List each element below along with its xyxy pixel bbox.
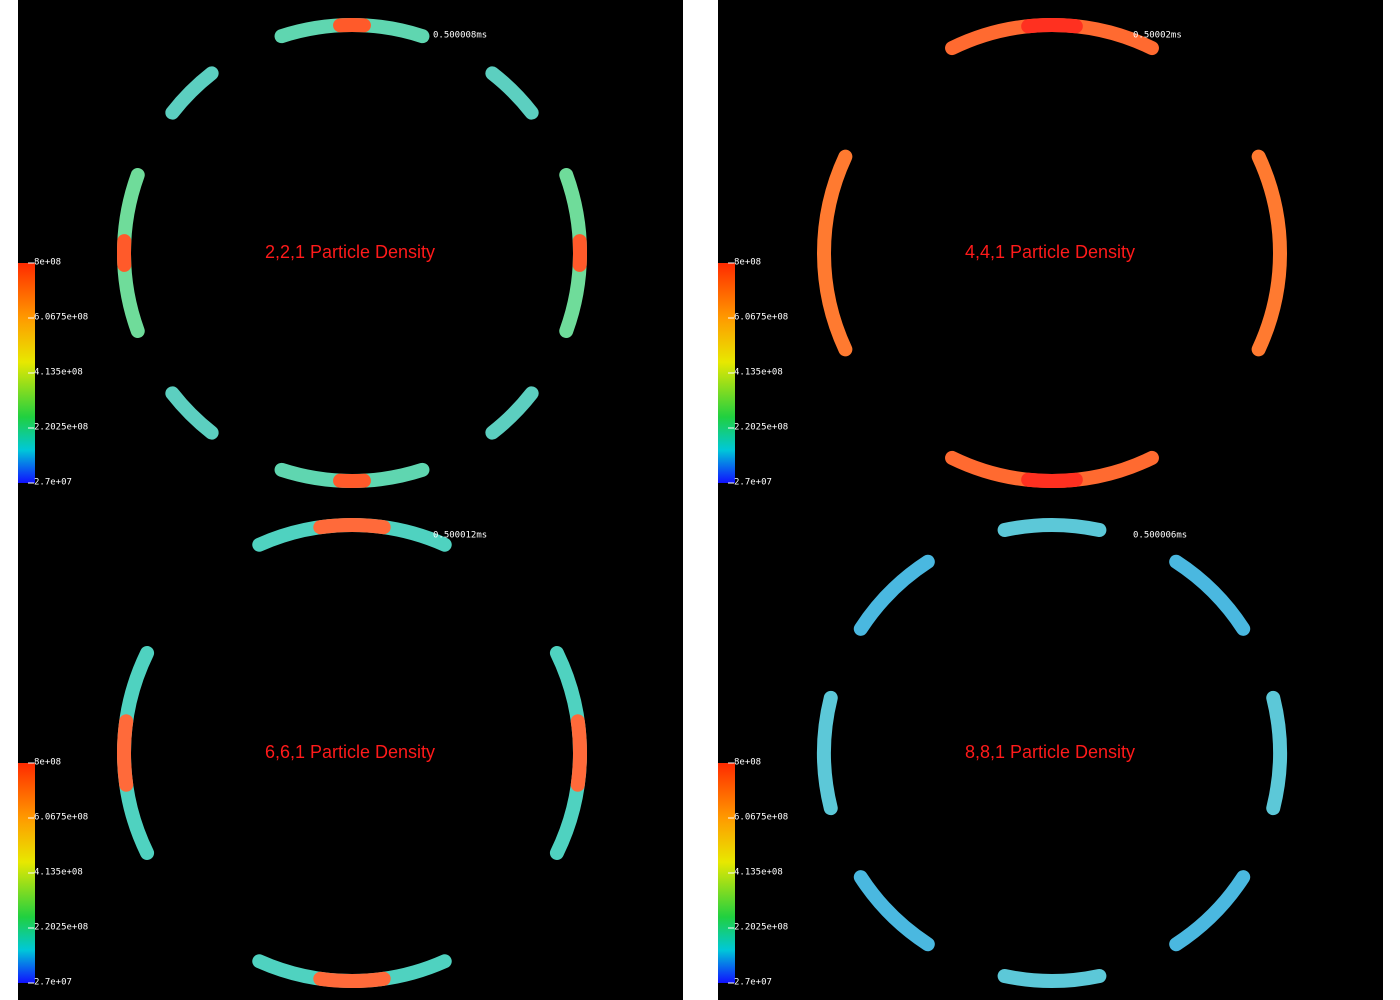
panel-title: 8,8,1 Particle Density xyxy=(965,742,1135,762)
fragment xyxy=(117,714,134,792)
fragment xyxy=(1266,690,1287,816)
fragment xyxy=(817,690,838,816)
colorbar-label: 8e+08 xyxy=(34,258,61,268)
colorbar-label: 4.135e+08 xyxy=(734,368,783,378)
panel-title: 2,2,1 Particle Density xyxy=(265,242,435,262)
left-background xyxy=(18,0,683,1000)
colorbar-label: 4.135e+08 xyxy=(734,868,783,878)
colorbar-label: 8e+08 xyxy=(734,758,761,768)
fragment xyxy=(1021,18,1083,34)
colorbar-label: 6.0675e+08 xyxy=(34,313,88,323)
fragment xyxy=(485,66,539,120)
colorbar-label: 4.135e+08 xyxy=(34,368,83,378)
fragment xyxy=(1021,472,1083,488)
fragment xyxy=(853,554,935,636)
colorbar-label: 2.7e+07 xyxy=(34,478,72,488)
fragment xyxy=(313,971,391,988)
fragment xyxy=(485,386,539,440)
time-label: 0.50002ms xyxy=(1133,31,1182,41)
colorbar-label: 8e+08 xyxy=(34,758,61,768)
colorbar-label: 2.7e+07 xyxy=(34,978,72,988)
colorbar-label: 2.2025e+08 xyxy=(734,423,788,433)
colorbar-label: 2.2025e+08 xyxy=(34,423,88,433)
time-label: 0.500012ms xyxy=(433,531,487,541)
panel-title: 4,4,1 Particle Density xyxy=(965,242,1135,262)
fragment xyxy=(165,66,219,120)
fragment xyxy=(997,518,1107,537)
colorbar-label: 6.0675e+08 xyxy=(734,813,788,823)
colorbar-label: 6.0675e+08 xyxy=(734,313,788,323)
fragment xyxy=(997,969,1107,988)
time-label: 0.500008ms xyxy=(433,31,487,41)
time-label: 0.500006ms xyxy=(1133,531,1187,541)
fragment xyxy=(165,386,219,440)
colorbar-label: 2.2025e+08 xyxy=(34,923,88,933)
colorbar-label: 4.135e+08 xyxy=(34,868,83,878)
fragment xyxy=(1251,149,1287,357)
colorbar-label: 6.0675e+08 xyxy=(34,813,88,823)
fragment xyxy=(1169,870,1251,952)
fragment xyxy=(817,149,853,357)
fragment xyxy=(1169,554,1251,636)
colorbar-label: 2.7e+07 xyxy=(734,478,772,488)
panel-title: 6,6,1 Particle Density xyxy=(265,742,435,762)
fragment xyxy=(570,714,587,792)
fragment xyxy=(853,870,935,952)
right-background xyxy=(718,0,1383,1000)
colorbar-label: 2.2025e+08 xyxy=(734,923,788,933)
colorbar-label: 8e+08 xyxy=(734,258,761,268)
fragment xyxy=(313,518,391,535)
colorbar-label: 2.7e+07 xyxy=(734,978,772,988)
